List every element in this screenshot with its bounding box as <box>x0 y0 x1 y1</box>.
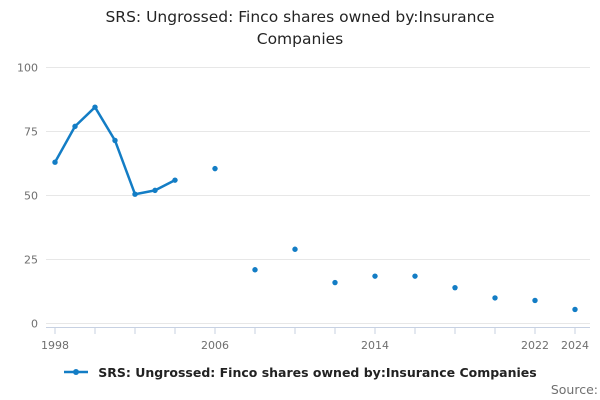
x-tick-label: 2024 <box>561 339 589 352</box>
chart-title-text: SRS: Ungrossed: Finco shares owned by:In… <box>105 8 495 48</box>
data-point <box>292 246 298 252</box>
data-point <box>372 273 378 279</box>
legend-line-marker-icon <box>64 369 89 375</box>
y-tick-label: 100 <box>17 62 38 75</box>
x-tick-label: 2006 <box>201 339 229 352</box>
data-point <box>212 165 218 172</box>
data-point <box>72 123 78 130</box>
data-point <box>452 284 458 291</box>
data-point <box>332 279 338 286</box>
data-point <box>492 295 498 301</box>
chart-title: SRS: Ungrossed: Finco shares owned by:In… <box>0 6 600 50</box>
data-point <box>132 191 138 197</box>
data-point <box>152 187 158 194</box>
legend-label: SRS: Ungrossed: Finco shares owned by:In… <box>98 364 537 380</box>
x-tick-label: 2014 <box>361 339 389 352</box>
data-point <box>112 137 118 144</box>
series-line <box>53 105 177 196</box>
x-tick-label: 2022 <box>521 339 549 352</box>
data-point <box>172 177 178 183</box>
y-tick-label: 75 <box>24 126 38 139</box>
y-tick-label: 50 <box>24 190 38 203</box>
data-point <box>532 297 538 304</box>
data-point <box>412 273 418 279</box>
y-tick-label: 0 <box>31 318 38 331</box>
legend-item[interactable]: SRS: Ungrossed: Finco shares owned by:In… <box>63 364 537 380</box>
source-label: Source: <box>550 382 598 397</box>
data-point <box>572 306 578 313</box>
data-point <box>252 267 258 273</box>
data-point <box>92 104 98 110</box>
y-tick-label: 25 <box>24 254 38 267</box>
x-tick-label: 1998 <box>41 339 69 352</box>
data-point <box>52 159 58 165</box>
legend: SRS: Ungrossed: Finco shares owned by:In… <box>0 363 600 381</box>
